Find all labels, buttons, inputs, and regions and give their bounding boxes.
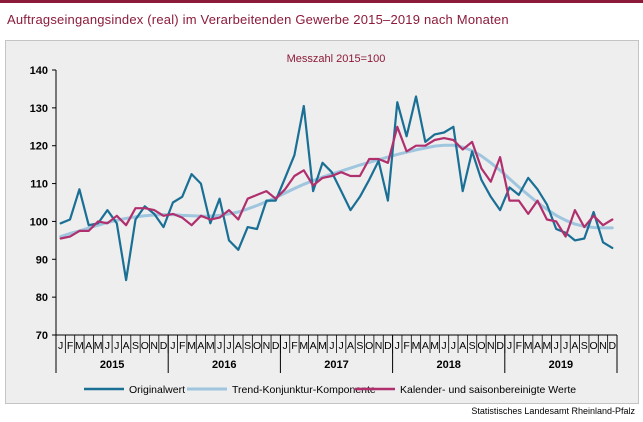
month-label: O (477, 340, 485, 352)
month-label: S (581, 340, 588, 352)
chart-title: Auftragseingangsindex (real) im Verarbei… (7, 12, 509, 27)
month-label: S (356, 340, 363, 352)
month-label: A (123, 340, 130, 352)
month-label: J (58, 340, 63, 352)
month-label: M (206, 340, 215, 352)
year-label: 2019 (549, 359, 573, 371)
month-label: F (291, 340, 297, 352)
month-label: D (609, 340, 617, 352)
month-label: N (263, 340, 271, 352)
month-label: F (67, 340, 73, 352)
month-label: A (571, 340, 578, 352)
year-label: 2015 (100, 359, 124, 371)
month-label: O (253, 340, 261, 352)
year-label: 2018 (436, 359, 460, 371)
legend-label: Trend-Konjunktur-Komponente (232, 384, 376, 396)
month-label: M (187, 340, 196, 352)
month-label: J (226, 340, 231, 352)
y-tick-label: 70 (36, 330, 48, 342)
month-label: D (272, 340, 280, 352)
month-label: J (114, 340, 119, 352)
y-tick-label: 120 (30, 141, 48, 153)
legend-label: Kalender- und saisonbereinigte Werte (400, 384, 576, 396)
month-label: F (516, 340, 522, 352)
year-label: 2017 (324, 359, 348, 371)
month-label: A (347, 340, 354, 352)
month-label: A (422, 340, 429, 352)
month-label: M (543, 340, 552, 352)
month-label: O (365, 340, 373, 352)
month-label: M (94, 340, 103, 352)
y-tick-label: 90 (36, 254, 48, 266)
month-label: D (384, 340, 392, 352)
legend-label: Originalwert (129, 384, 185, 396)
month-label: D (496, 340, 504, 352)
month-label: O (141, 340, 149, 352)
y-tick-label: 140 (30, 65, 48, 77)
top-rule (0, 0, 643, 3)
source-note: Statistisches Landesamt Rheinland-Pfalz (471, 406, 635, 416)
month-label: A (534, 340, 541, 352)
month-label: F (179, 340, 185, 352)
y-tick-label: 100 (30, 216, 48, 228)
series-line-bereinigt (59, 125, 614, 240)
month-label: M (430, 340, 439, 352)
month-label: J (282, 340, 287, 352)
month-label: J (105, 340, 110, 352)
month-label: F (403, 340, 409, 352)
month-label: J (563, 340, 568, 352)
month-label: A (459, 340, 466, 352)
month-label: A (197, 340, 204, 352)
month-label: J (554, 340, 559, 352)
month-label: J (329, 340, 334, 352)
month-label: N (599, 340, 607, 352)
series-line-trend (59, 143, 614, 239)
month-label: M (412, 340, 421, 352)
month-label: S (469, 340, 476, 352)
month-label: A (310, 340, 317, 352)
chart-subtitle: Messzahl 2015=100 (287, 53, 386, 65)
month-label: N (150, 340, 158, 352)
month-label: N (375, 340, 383, 352)
month-label: M (299, 340, 308, 352)
month-label: M (524, 340, 533, 352)
month-label: J (217, 340, 222, 352)
series-line-originalwert (59, 95, 614, 282)
y-tick-label: 80 (36, 292, 48, 304)
year-label: 2016 (212, 359, 236, 371)
month-label: D (160, 340, 168, 352)
month-label: S (244, 340, 251, 352)
month-label: J (170, 340, 175, 352)
month-label: J (395, 340, 400, 352)
month-label: S (132, 340, 139, 352)
month-label: O (590, 340, 598, 352)
month-label: A (235, 340, 242, 352)
month-label: J (339, 340, 344, 352)
month-label: J (507, 340, 512, 352)
month-label: A (85, 340, 92, 352)
month-label: J (441, 340, 446, 352)
month-label: M (75, 340, 84, 352)
y-tick-label: 110 (30, 179, 48, 191)
month-label: M (318, 340, 327, 352)
y-tick-label: 130 (30, 103, 48, 115)
month-label: N (487, 340, 495, 352)
month-label: J (451, 340, 456, 352)
